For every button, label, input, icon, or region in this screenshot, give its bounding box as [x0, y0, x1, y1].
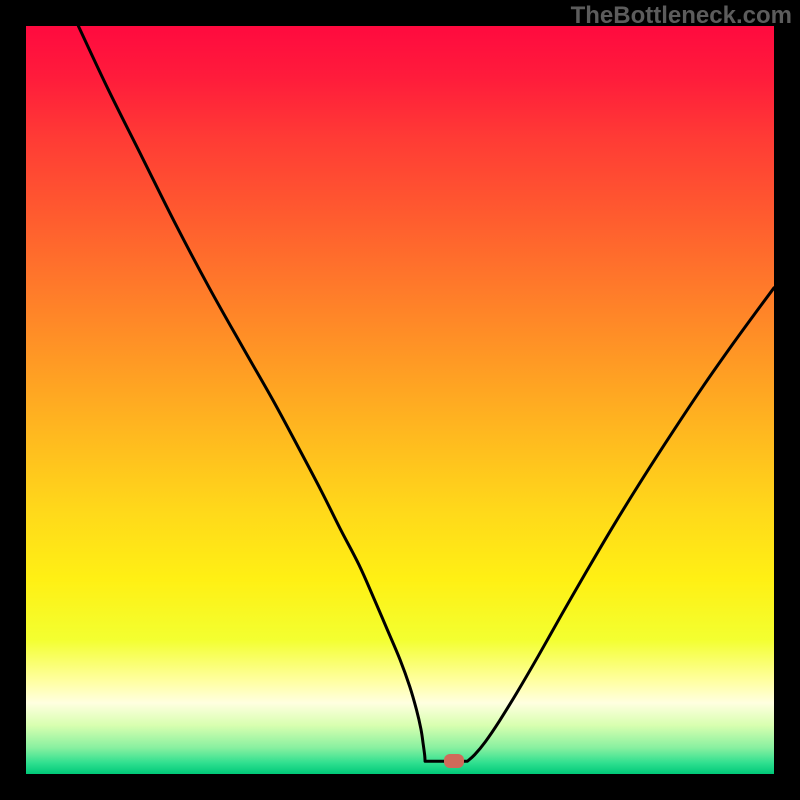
optimum-marker — [444, 754, 463, 768]
chart-outer-frame: TheBottleneck.com — [0, 0, 800, 800]
chart-plot-area — [26, 26, 774, 774]
chart-svg — [26, 26, 774, 774]
watermark-text: TheBottleneck.com — [571, 2, 792, 30]
